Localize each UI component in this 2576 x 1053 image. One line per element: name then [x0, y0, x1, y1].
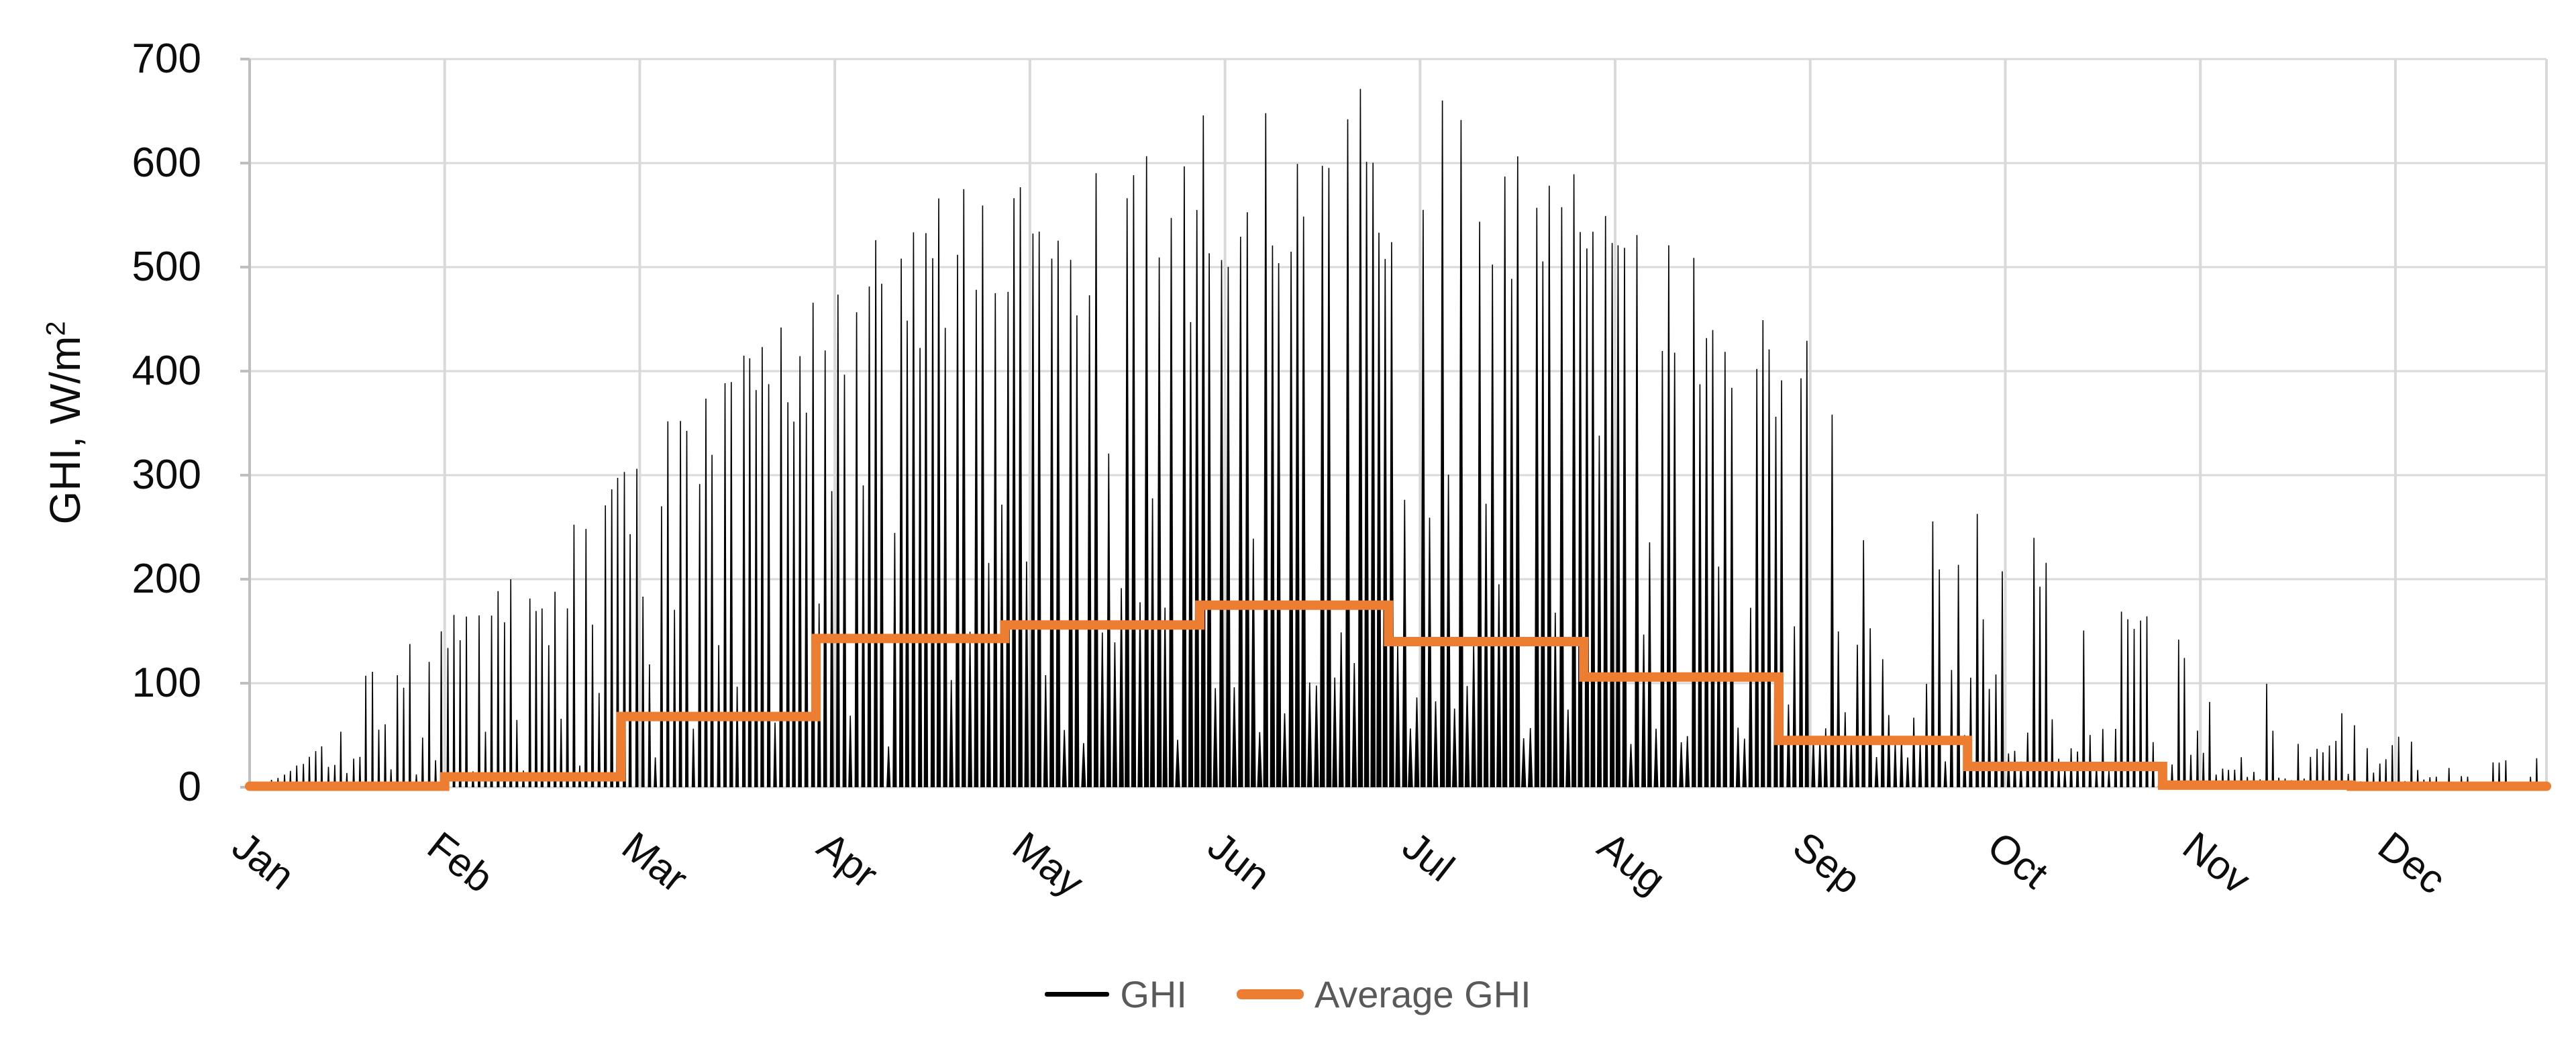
legend-item-ghi: GHI — [1045, 972, 1187, 1016]
legend-label-ghi: GHI — [1120, 972, 1187, 1015]
y-tick-label: 400 — [132, 348, 201, 394]
legend-line-average-ghi-icon — [1236, 989, 1304, 999]
y-tick-label: 100 — [132, 660, 201, 706]
y-tick-label: 0 — [178, 764, 201, 810]
y-axis-title-superscript: 2 — [41, 321, 71, 336]
legend: GHI Average GHI — [0, 967, 2576, 1021]
legend-label-average-ghi: Average GHI — [1314, 972, 1531, 1015]
series-ghi-spikes — [264, 89, 2544, 787]
y-tick-label: 600 — [132, 140, 201, 186]
y-tick-label: 300 — [132, 452, 201, 498]
y-axis — [240, 58, 251, 789]
y-tick-label: 200 — [132, 556, 201, 602]
gridlines — [248, 58, 2548, 789]
legend-line-ghi-icon — [1045, 991, 1110, 997]
y-tick-label: 500 — [132, 244, 201, 290]
legend-item-average-ghi: Average GHI — [1236, 972, 1531, 1016]
y-tick-label: 700 — [132, 36, 201, 82]
series-average-ghi-step-line — [245, 600, 2551, 791]
